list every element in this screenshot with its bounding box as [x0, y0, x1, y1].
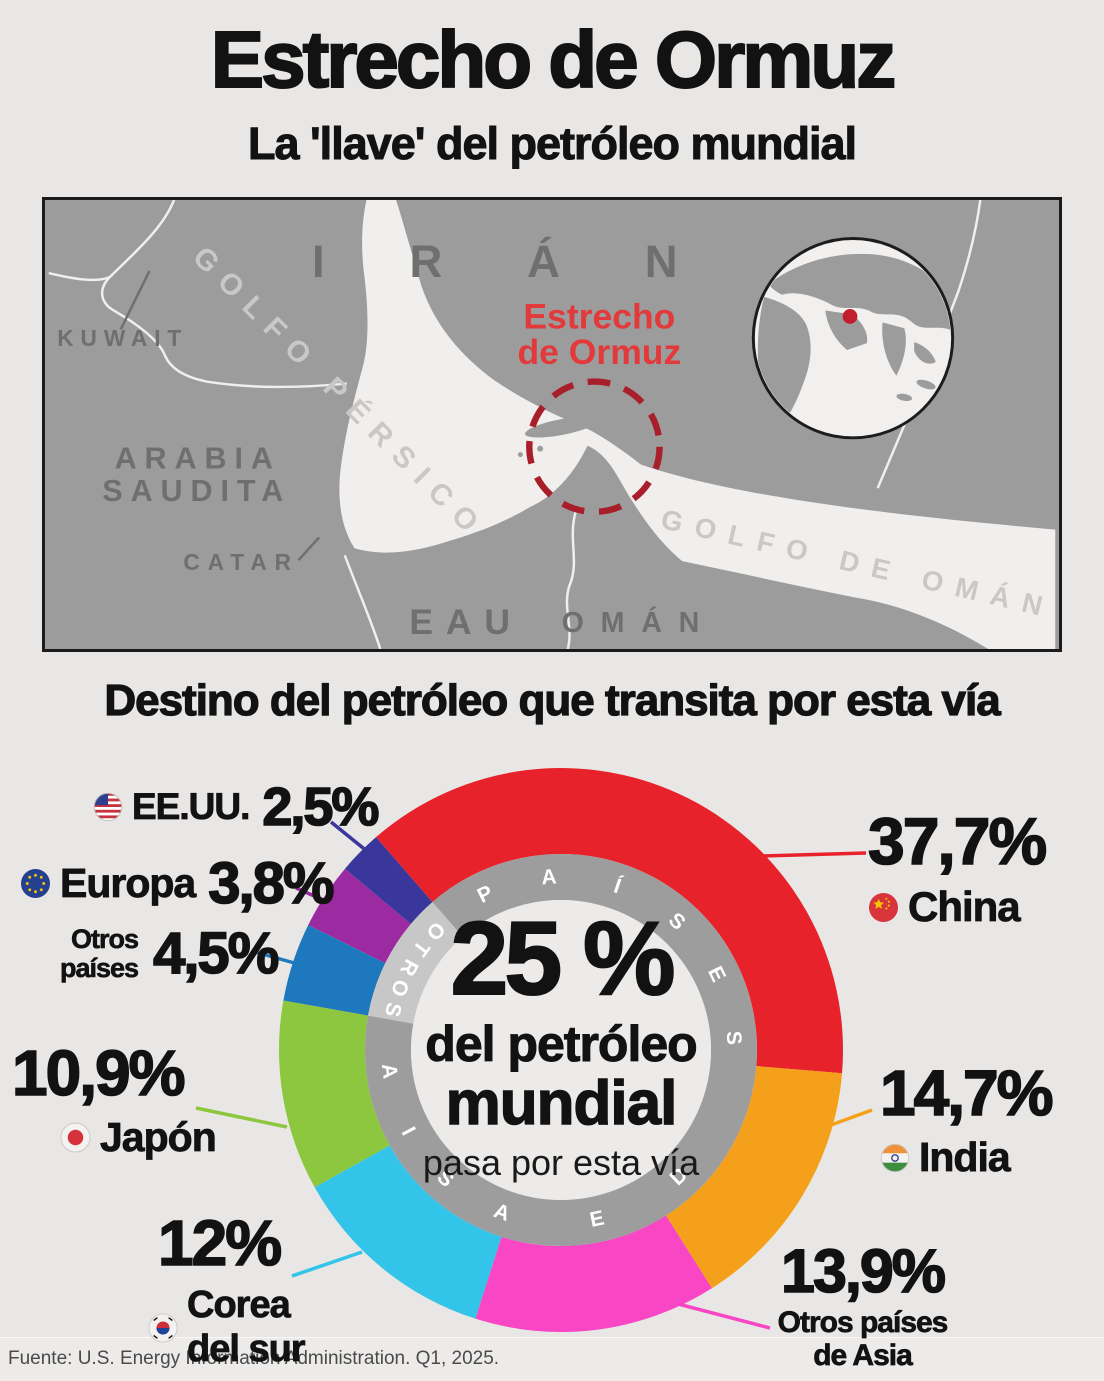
- otros-asia-percent: 13,9%: [780, 1236, 947, 1306]
- ring-letter: A: [491, 1199, 513, 1226]
- india-percent: 14,7%: [879, 1056, 1054, 1130]
- donut-center-text: 25 % del petróleo mundial pasa por esta …: [422, 900, 700, 1183]
- label-india: 14,7% India: [879, 1056, 1054, 1181]
- label-japon: 10,9% Japón: [11, 1036, 218, 1161]
- label-otros-asia: 13,9% Otros países de Asia: [745, 1236, 980, 1372]
- otros-paises-name-line2: países: [60, 952, 140, 983]
- india-name: India: [919, 1134, 1011, 1181]
- iran-label: IRÁN: [312, 236, 762, 287]
- ring-letter: R: [395, 955, 422, 979]
- musandam-peninsula: [575, 447, 631, 568]
- usa-flag-icon: [93, 792, 123, 822]
- islet: [537, 445, 544, 452]
- japon-name: Japón: [100, 1114, 218, 1161]
- oman-label: OMÁN: [562, 605, 717, 639]
- label-corea: 12% Corea del sur: [148, 1206, 306, 1371]
- segment-eeuu: [344, 837, 433, 925]
- catar-label: CATAR: [183, 549, 298, 575]
- label-eeuu: EE.UU. 2,5%: [93, 776, 381, 838]
- india-name-row: India: [880, 1134, 1051, 1181]
- map-svg: GOLFO PÉRSICO GOLFO DE OMÁN IRÁN KUWAIT …: [48, 200, 1058, 649]
- segment-otros_asia: [475, 1215, 712, 1332]
- china-percent: 37,7%: [867, 803, 1048, 879]
- label-otros-paises: Otros países 4,5%: [60, 920, 280, 987]
- south-korea-flag-icon: [148, 1313, 178, 1343]
- corea-name-row: Corea del sur: [148, 1284, 306, 1371]
- arabia-label-line1: ARABIA: [115, 441, 281, 475]
- eeuu-name: EE.UU.: [132, 786, 251, 828]
- map-panel: GOLFO PÉRSICO GOLFO DE OMÁN IRÁN KUWAIT …: [42, 197, 1062, 652]
- ring-letter: E: [703, 963, 730, 986]
- segment-otros: [283, 924, 386, 1016]
- map-water: [339, 200, 1056, 649]
- corea-name: Corea del sur: [187, 1284, 306, 1371]
- japan-flag-icon: [60, 1122, 91, 1153]
- arabia-label-line2: SAUDITA: [102, 474, 291, 508]
- islet: [517, 452, 523, 458]
- qatar-peninsula: [297, 481, 328, 554]
- qeshm-island: [525, 416, 599, 438]
- europa-name: Europa: [60, 860, 197, 907]
- otros-paises-name: Otros países: [60, 924, 140, 983]
- footer: Fuente: U.S. Energy Information Administ…: [0, 1337, 1104, 1381]
- ring-letter: I: [397, 1123, 420, 1139]
- ring-letter: S: [380, 1000, 406, 1019]
- page-subtitle: La 'llave' del petróleo mundial: [247, 118, 857, 170]
- europa-percent: 3,8%: [207, 850, 335, 917]
- china-name-row: China: [868, 883, 1045, 931]
- india-flag-icon: [880, 1143, 910, 1172]
- bahrain-island: [296, 458, 306, 475]
- catar-pointer-line: [297, 536, 321, 562]
- center-line2: mundial: [445, 1068, 678, 1138]
- strait-dashed-circle: [526, 378, 663, 516]
- europe-flag-icon: [20, 868, 51, 899]
- kuwait-pointer-line: [119, 270, 151, 330]
- chart-title: Destino del petróleo que transita por es…: [104, 675, 1002, 725]
- ring-letter: A: [541, 865, 558, 889]
- center-line3: pasa por esta vía: [422, 1141, 700, 1183]
- japon-percent: 10,9%: [11, 1036, 186, 1110]
- china-flag-icon: [868, 892, 899, 922]
- ring-letter: A: [377, 1062, 402, 1080]
- otros-paises-name-line1: Otros: [71, 924, 140, 955]
- corea-name-line1: Corea: [187, 1284, 292, 1327]
- ring-letter: Í: [611, 875, 625, 899]
- label-europa: Europa 3,8%: [20, 850, 335, 917]
- corea-name-line2: del sur: [187, 1327, 306, 1370]
- estrecho-label-line2: de Ormuz: [517, 332, 681, 372]
- globe-inset: [751, 237, 955, 440]
- kuwait-label: KUWAIT: [57, 325, 188, 351]
- ring-letter: E: [588, 1207, 606, 1232]
- china-name: China: [908, 883, 1021, 931]
- center-line1: del petróleo: [425, 1015, 698, 1072]
- label-china: 37,7% China: [867, 803, 1048, 931]
- ring-letter: O: [386, 976, 413, 1000]
- strait-marker-dot: [842, 309, 858, 324]
- otros-asia-name-line1: Otros países: [777, 1306, 948, 1340]
- segment-japon: [278, 1000, 390, 1188]
- japon-name-row: Japón: [60, 1114, 218, 1161]
- otros-paises-percent: 4,5%: [152, 920, 280, 987]
- country-borders: [48, 200, 982, 649]
- leader-line-china: [761, 851, 867, 858]
- otros-asia-name-line2: de Asia: [813, 1339, 913, 1373]
- ring-letter: S: [722, 1030, 746, 1046]
- leader-line-india: [789, 1108, 873, 1142]
- eau-label: EAU: [409, 602, 522, 642]
- center-percent: 25 %: [449, 900, 676, 1017]
- estrecho-label-line1: Estrecho: [523, 296, 675, 336]
- page-title: Estrecho de Ormuz: [210, 15, 898, 104]
- eeuu-percent: 2,5%: [262, 776, 381, 838]
- corea-percent: 12%: [157, 1206, 283, 1280]
- source-text: Fuente: U.S. Energy Information Administ…: [8, 1348, 500, 1369]
